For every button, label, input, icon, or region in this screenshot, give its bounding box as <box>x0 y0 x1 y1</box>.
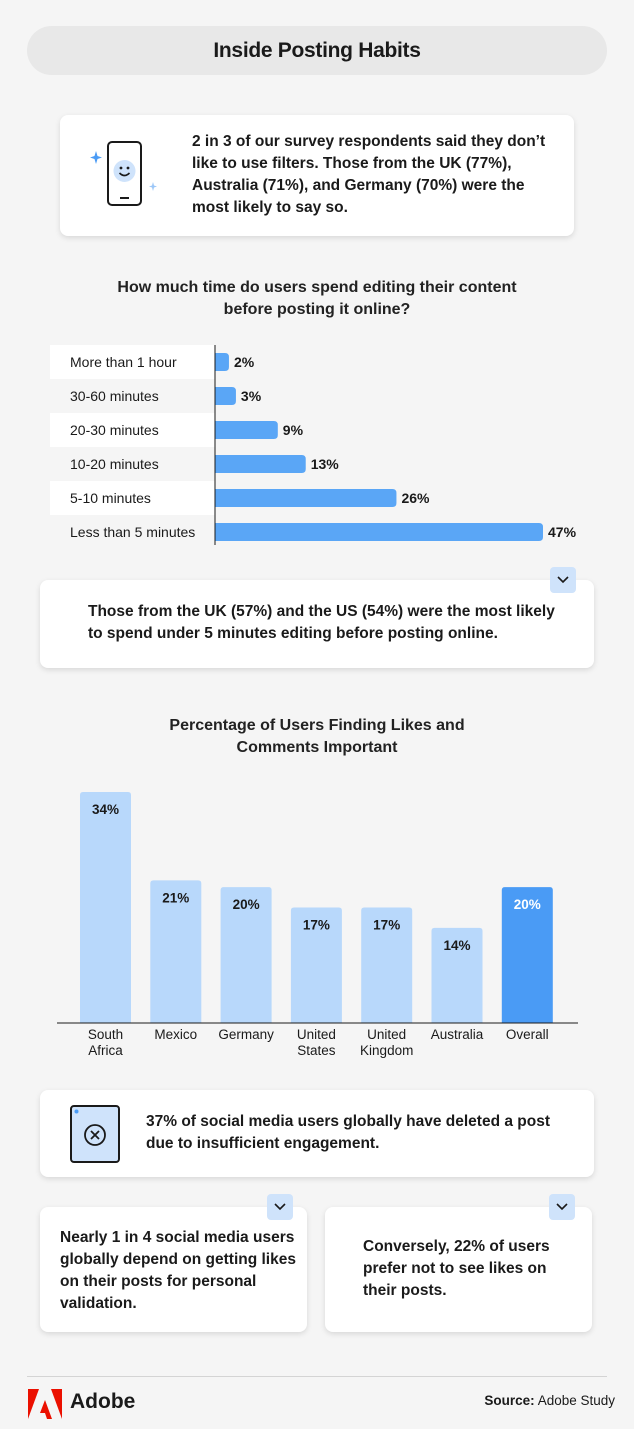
editing-bar <box>215 489 397 507</box>
chevron-down-icon <box>557 576 569 584</box>
deleted-post-icon <box>70 1105 120 1163</box>
editing-note-card: Those from the UK (57%) and the US (54%)… <box>40 580 594 668</box>
likes-category-label: Kingdom <box>360 1043 413 1058</box>
source-label: Source: <box>484 1393 535 1408</box>
deleted-post-text: 37% of social media users globally have … <box>146 1113 551 1152</box>
hide-likes-card: Conversely, 22% of users prefer not to s… <box>325 1207 592 1332</box>
editing-value-label: 26% <box>401 490 430 506</box>
likes-bar <box>80 792 131 1023</box>
source-note: Source: Adobe Study <box>484 1393 615 1408</box>
likes-bar <box>431 927 483 1023</box>
editing-row-band <box>50 345 215 379</box>
editing-category-label: 20-30 minutes <box>70 422 159 438</box>
likes-bar <box>361 907 413 1023</box>
adobe-logo-icon <box>28 1389 62 1419</box>
editing-bar <box>215 455 306 473</box>
likes-category-label: United <box>367 1027 406 1042</box>
likes-value-label: 17% <box>303 918 330 933</box>
likes-category-label: Mexico <box>154 1027 197 1042</box>
editing-value-label: 2% <box>234 354 255 370</box>
editing-category-label: 10-20 minutes <box>70 456 159 472</box>
filters-card-text: 2 in 3 of our survey respondents said th… <box>192 133 546 216</box>
editing-note-expand-button[interactable] <box>550 567 576 593</box>
likes-category-label: States <box>297 1043 336 1058</box>
editing-row-band <box>50 413 215 447</box>
editing-bar <box>215 353 229 371</box>
likes-chart-title: Percentage of Users Finding Likes and Co… <box>169 717 465 756</box>
editing-value-label: 13% <box>311 456 340 472</box>
editing-category-label: Less than 5 minutes <box>70 524 195 540</box>
editing-category-label: 30-60 minutes <box>70 388 159 404</box>
likes-value-label: 20% <box>514 897 541 912</box>
likes-value-label: 21% <box>162 890 189 905</box>
likes-value-label: 14% <box>443 938 470 953</box>
hide-likes-expand-button[interactable] <box>549 1194 575 1220</box>
phone-smile-icon <box>90 141 157 206</box>
hide-likes-text: Conversely, 22% of users prefer not to s… <box>363 1238 550 1299</box>
filters-card: 2 in 3 of our survey respondents said th… <box>60 115 574 236</box>
likes-value-label: 20% <box>233 897 260 912</box>
likes-category-label: Germany <box>218 1027 274 1042</box>
editing-value-label: 47% <box>548 524 577 540</box>
editing-note-text: Those from the UK (57%) and the US (54%)… <box>88 603 555 642</box>
editing-value-label: 3% <box>241 388 262 404</box>
brand-name: Adobe <box>70 1390 136 1413</box>
likes-bar <box>220 887 272 1023</box>
source-value: Adobe Study <box>537 1393 615 1408</box>
validation-text: Nearly 1 in 4 social media users globall… <box>60 1229 296 1312</box>
likes-category-label: Overall <box>506 1027 549 1042</box>
page-title-text: Inside Posting Habits <box>213 38 421 62</box>
chevron-down-icon <box>556 1203 568 1211</box>
page-title: Inside Posting Habits <box>27 26 607 75</box>
likes-category-label: South <box>88 1027 123 1042</box>
likes-bar <box>150 880 202 1023</box>
likes-bar <box>501 887 553 1023</box>
validation-expand-button[interactable] <box>267 1194 293 1220</box>
likes-category-label: Africa <box>88 1043 123 1058</box>
deleted-post-card: 37% of social media users globally have … <box>40 1090 594 1177</box>
editing-bar <box>215 523 543 541</box>
editing-bar <box>215 387 236 405</box>
validation-card: Nearly 1 in 4 social media users globall… <box>40 1207 307 1332</box>
likes-value-label: 17% <box>373 918 400 933</box>
likes-bar <box>290 907 342 1023</box>
editing-category-label: More than 1 hour <box>70 354 177 370</box>
chevron-down-icon <box>274 1203 286 1211</box>
likes-category-label: Australia <box>431 1027 484 1042</box>
editing-category-label: 5-10 minutes <box>70 490 151 506</box>
footer-divider <box>27 1376 607 1377</box>
editing-time-chart: More than 1 hour 2% 30-60 minutes 3% 20-30 m… <box>50 345 577 545</box>
likes-category-label: United <box>297 1027 336 1042</box>
editing-chart-title: How much time do users spend editing the… <box>117 279 517 318</box>
likes-value-label: 34% <box>92 802 119 817</box>
editing-row-band <box>50 481 215 515</box>
editing-value-label: 9% <box>283 422 304 438</box>
editing-bar <box>215 421 278 439</box>
